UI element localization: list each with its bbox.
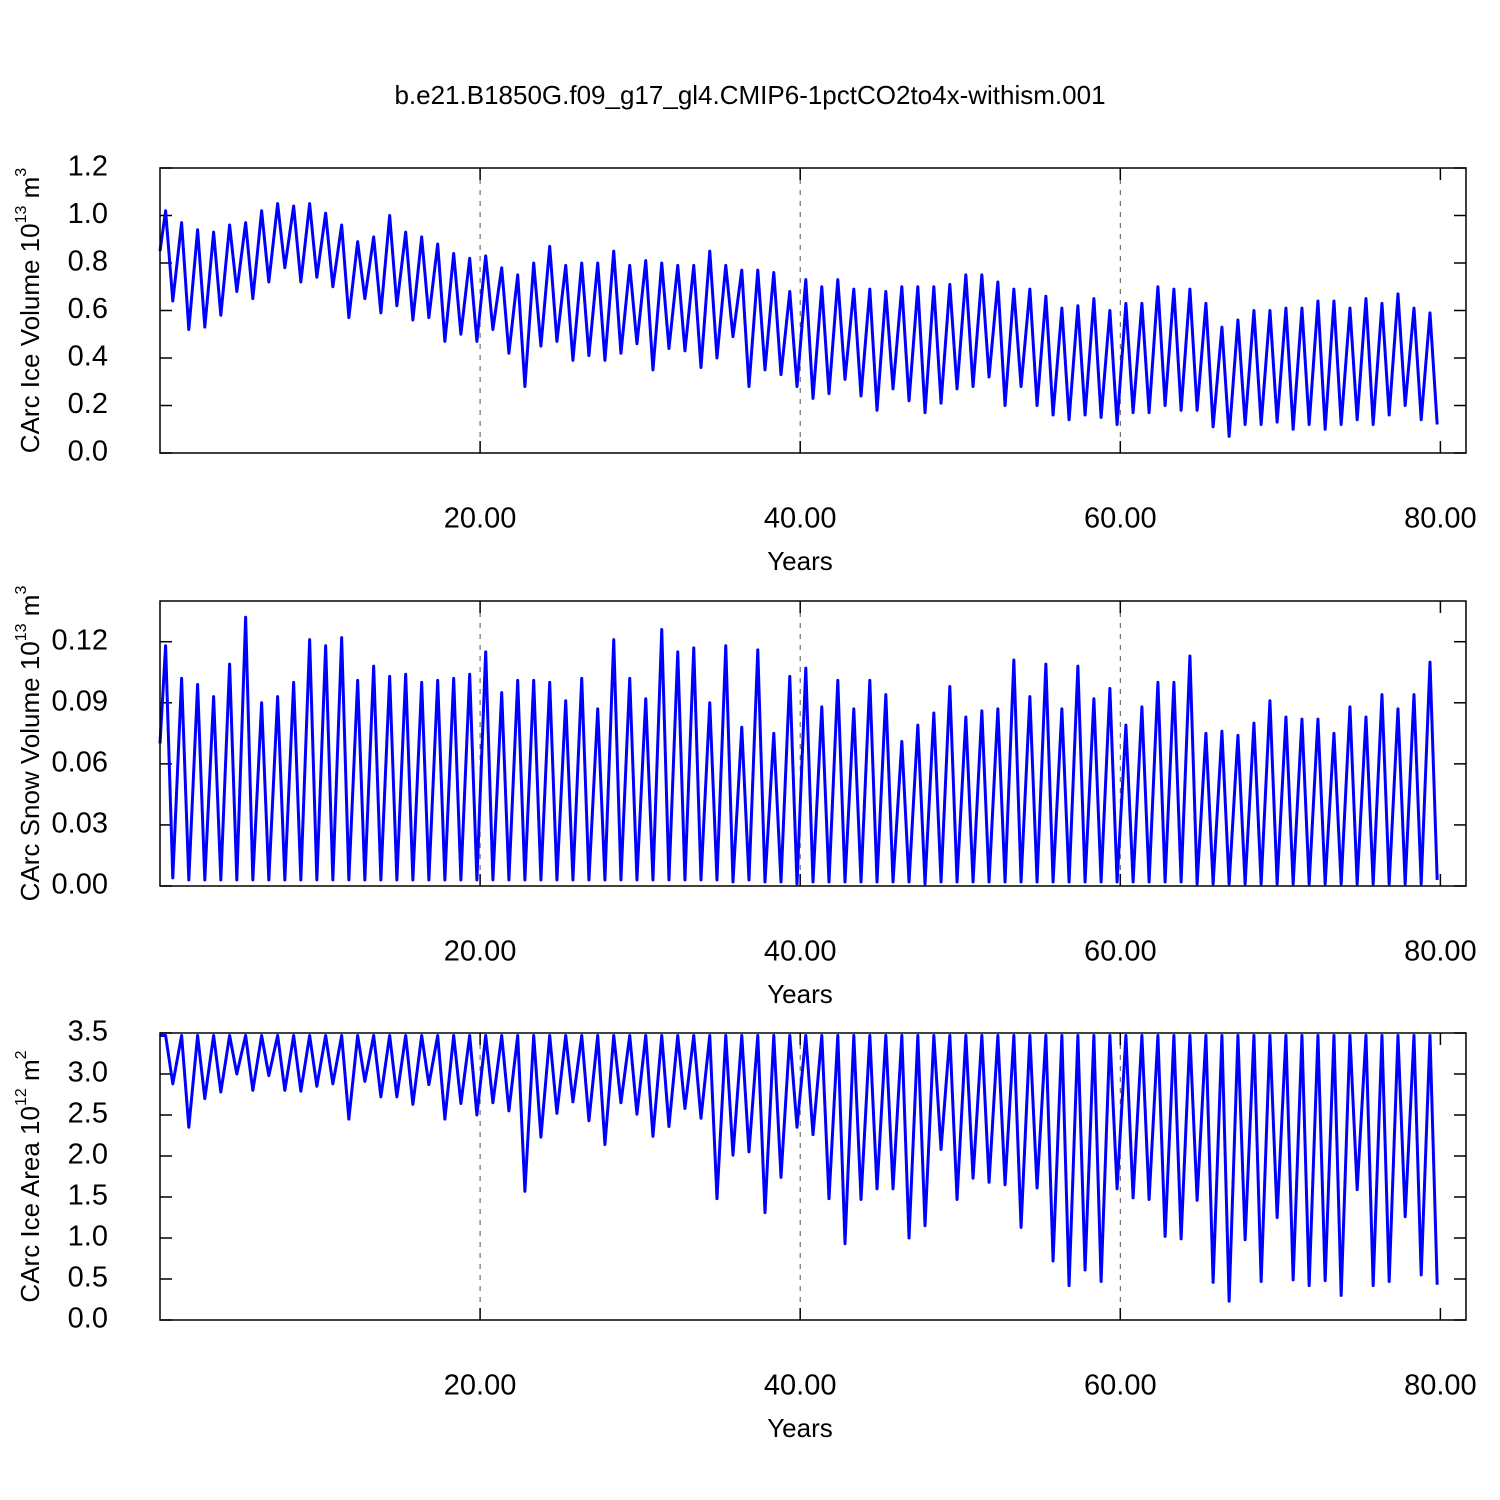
x-tick-label: 60.00 <box>1084 936 1157 968</box>
y-tick-label: 0.0 <box>68 1303 108 1335</box>
y-axis-label: CArc Snow Volume 1013 m3 <box>13 586 45 902</box>
y-axis-label-exponent: 3 <box>13 586 30 595</box>
y-axis-label-part: CArc Ice Volume 10 <box>15 223 45 453</box>
y-tick-label: 0.00 <box>52 869 108 901</box>
y-tick-label: 0.4 <box>68 341 108 373</box>
y-axis-label: CArc Ice Volume 1013 m3 <box>13 168 45 453</box>
y-axis-label-part: CArc Snow Volume 10 <box>15 641 45 901</box>
chart-title: b.e21.B1850G.f09_g17_gl4.CMIP6-1pctCO2to… <box>394 80 1105 110</box>
x-tick-label: 40.00 <box>764 1370 837 1402</box>
x-tick-label: 40.00 <box>764 503 837 535</box>
y-tick-label: 0.6 <box>68 293 108 325</box>
y-axis-label-exponent: 13 <box>13 623 30 641</box>
x-tick-label: 20.00 <box>444 936 517 968</box>
x-tick-label: 80.00 <box>1404 936 1477 968</box>
y-axis-label-part: m <box>15 1059 45 1088</box>
y-tick-label: 0.03 <box>52 808 108 840</box>
y-tick-label: 0.09 <box>52 685 108 717</box>
y-axis-label-exponent: 13 <box>13 206 30 224</box>
y-tick-label: 1.2 <box>68 151 108 183</box>
x-axis-label: Years <box>767 546 833 576</box>
x-tick-label: 20.00 <box>444 1370 517 1402</box>
y-tick-label: 2.5 <box>68 1098 108 1130</box>
x-axis-label: Years <box>767 1413 833 1443</box>
data-line <box>158 202 1439 438</box>
y-axis-label-part: m <box>15 177 45 206</box>
plot-frame <box>159 167 1467 454</box>
y-tick-label: 0.8 <box>68 246 108 278</box>
y-tick-label: 3.0 <box>68 1057 108 1089</box>
x-tick-label: 60.00 <box>1084 503 1157 535</box>
y-axis-label-exponent: 2 <box>13 1050 30 1059</box>
y-tick-label: 0.0 <box>68 436 108 468</box>
y-tick-label: 1.0 <box>68 198 108 230</box>
y-axis-label-exponent: 3 <box>13 168 30 177</box>
y-tick-label: 1.0 <box>68 1221 108 1253</box>
plot-frame <box>159 600 1467 887</box>
x-tick-label: 20.00 <box>444 503 517 535</box>
x-tick-label: 80.00 <box>1404 503 1477 535</box>
y-axis-label-part: m <box>15 595 45 624</box>
y-tick-label: 0.5 <box>68 1262 108 1294</box>
plot-frame <box>159 1032 1467 1321</box>
x-tick-label: 60.00 <box>1084 1370 1157 1402</box>
y-axis-label-part: CArc Ice Area 10 <box>15 1106 45 1303</box>
x-tick-label: 80.00 <box>1404 1370 1477 1402</box>
x-axis-label: Years <box>767 979 833 1009</box>
data-line <box>160 1033 1439 1303</box>
y-tick-label: 3.5 <box>68 1016 108 1048</box>
y-tick-label: 0.06 <box>52 747 108 779</box>
y-tick-label: 2.0 <box>68 1139 108 1171</box>
y-tick-label: 1.5 <box>68 1180 108 1212</box>
y-axis-label: CArc Ice Area 1012 m2 <box>13 1050 45 1302</box>
y-tick-label: 0.12 <box>52 624 108 656</box>
data-line <box>158 615 1439 886</box>
x-tick-label: 40.00 <box>764 936 837 968</box>
y-tick-label: 0.2 <box>68 388 108 420</box>
y-axis-label-exponent: 12 <box>13 1088 30 1106</box>
